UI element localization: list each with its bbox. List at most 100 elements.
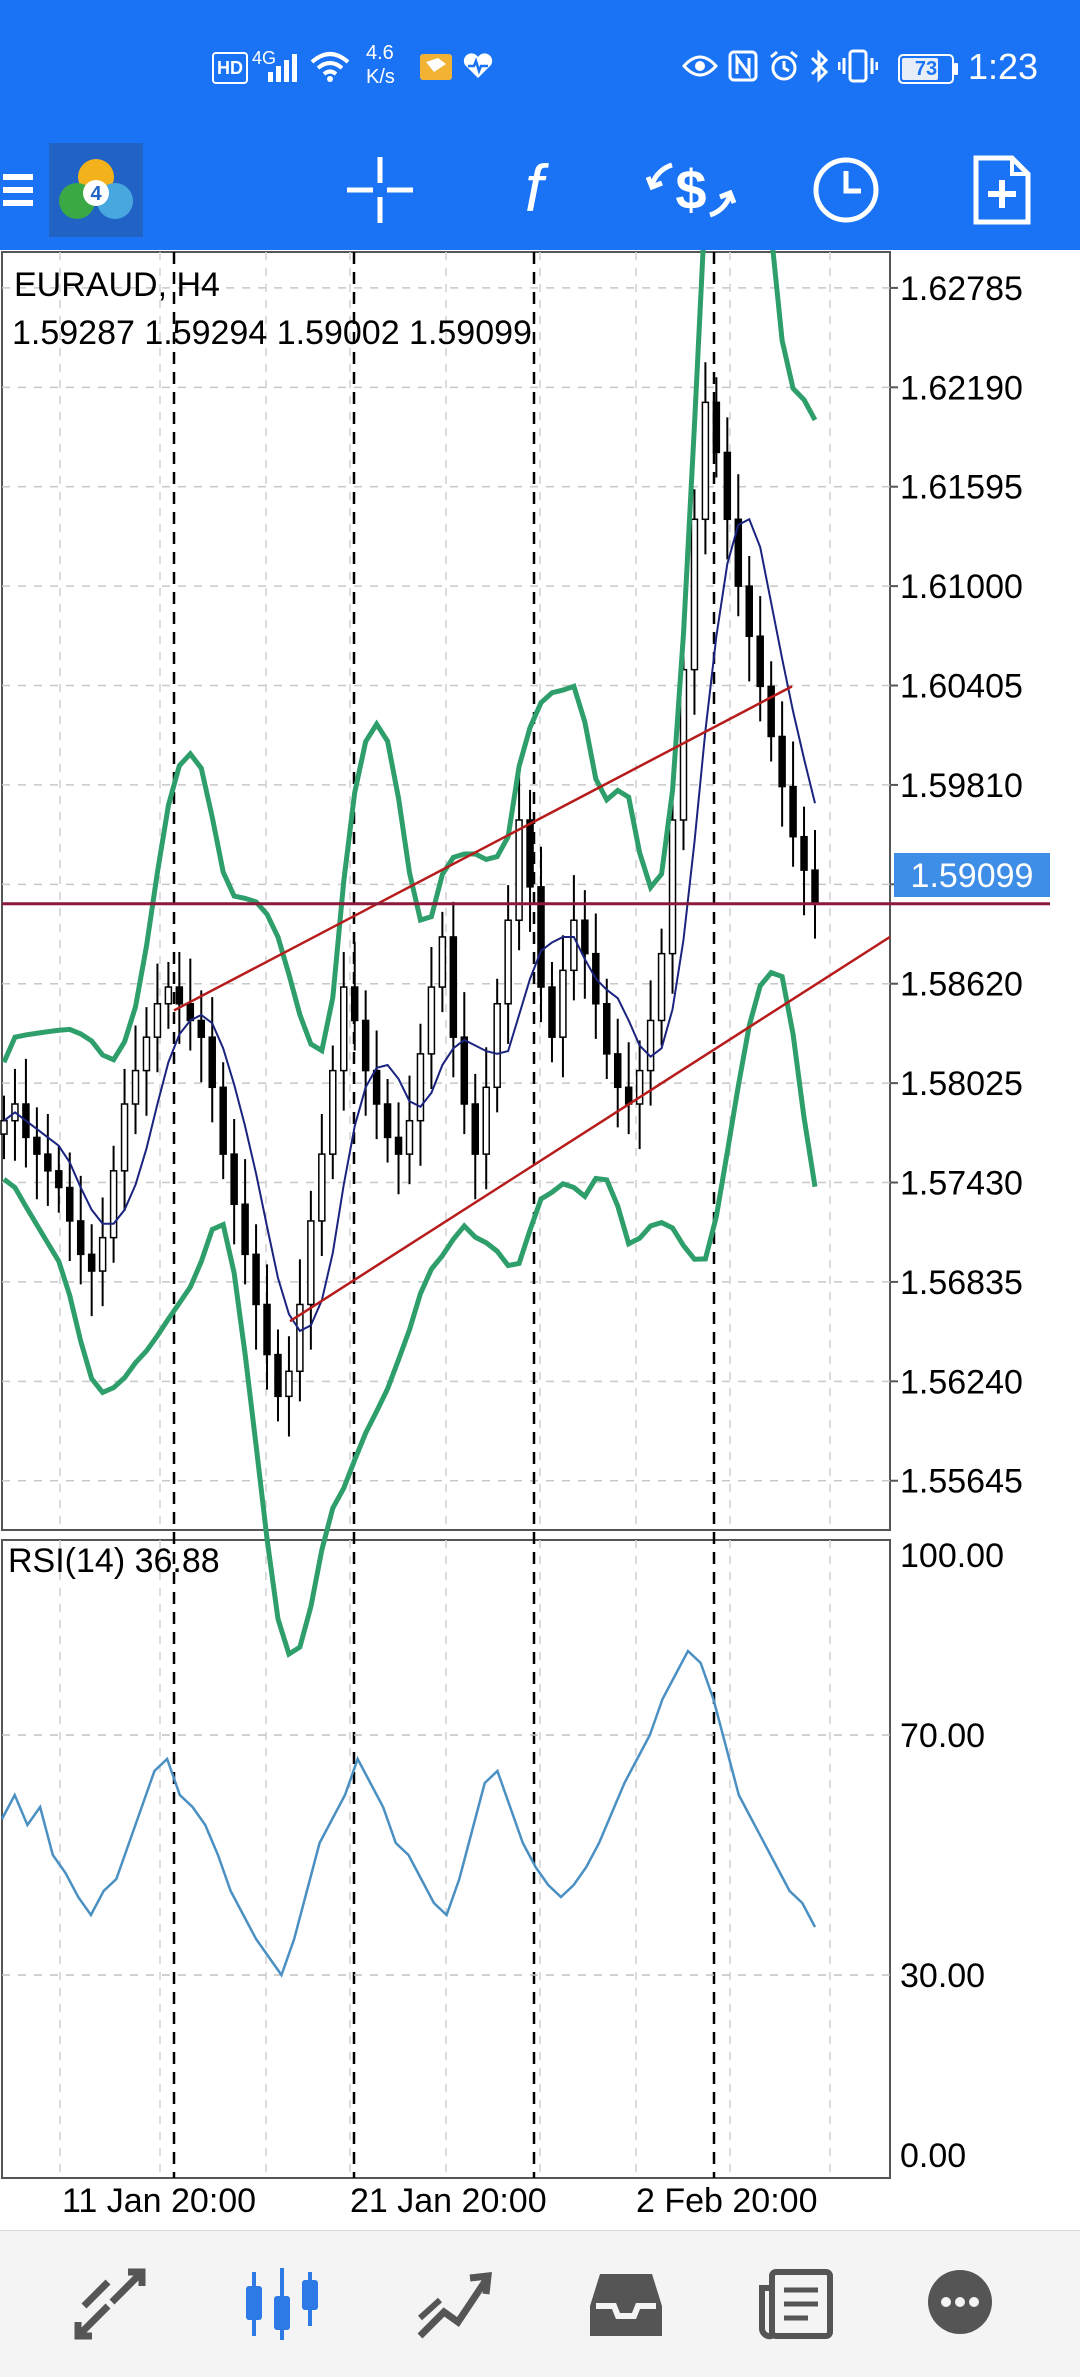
rsi-panel	[0, 1648, 817, 1978]
date-label: 11 Jan 20:00	[62, 2182, 256, 2220]
candle-body	[131, 1069, 140, 1105]
candle-body	[120, 1103, 129, 1172]
nfc-icon	[728, 50, 758, 82]
rsi-line	[0, 1648, 817, 1978]
candle-body	[657, 952, 666, 1022]
menu-button[interactable]	[0, 130, 40, 250]
price-tick-label: 1.58620	[900, 966, 1023, 1004]
price-tick-label: 1.62190	[900, 369, 1023, 407]
quotes-icon	[74, 2268, 146, 2340]
candle-body	[164, 986, 173, 1005]
candle-body	[493, 1003, 501, 1089]
new-object-icon	[973, 155, 1031, 225]
battery-icon: 73	[898, 54, 958, 84]
moving-average-line	[3, 517, 816, 1333]
rsi-label: RSI(14) 36.88	[8, 1542, 220, 1580]
candle-body	[526, 819, 534, 888]
candle-body	[482, 1086, 490, 1155]
candle-body	[219, 1086, 227, 1155]
svg-text:4: 4	[90, 183, 102, 205]
candle-body	[613, 1053, 622, 1089]
date-label: 21 Jan 20:00	[350, 2182, 547, 2220]
candle-body	[109, 1170, 118, 1239]
nav-messages[interactable]	[890, 2231, 1030, 2377]
svg-text:$: $	[675, 158, 706, 221]
candle-body	[789, 785, 797, 838]
candle-body	[66, 1186, 74, 1222]
menu-icon	[3, 174, 33, 206]
candle-body	[800, 835, 808, 871]
candle-body	[581, 919, 589, 955]
metatrader-logo-button[interactable]: 4	[48, 130, 144, 250]
crosshair-button[interactable]	[330, 130, 430, 250]
candle-body	[559, 969, 567, 1038]
health-icon	[463, 53, 493, 78]
candle-body	[646, 1019, 655, 1072]
rsi-panel-frame	[1, 1539, 891, 2179]
inbox-icon	[590, 2274, 662, 2336]
candle-body	[515, 819, 523, 921]
indicators-button[interactable]: f	[484, 130, 584, 250]
bluetooth-icon	[810, 49, 829, 83]
bollinger-lower-band	[2, 969, 818, 1658]
candle-body	[339, 986, 348, 1072]
candle-body	[548, 986, 556, 1038]
nav-trade[interactable]	[384, 2231, 524, 2377]
candle-body	[296, 1303, 304, 1373]
trendline-lower	[289, 935, 891, 1323]
timeframe-button[interactable]	[796, 130, 896, 250]
candle-body	[778, 735, 786, 788]
candle-body	[230, 1153, 238, 1205]
axes: 1.62785 1.62190 1.61595 1.61000 1.60405 1.598…	[62, 270, 1023, 2220]
trade-button[interactable]: $	[636, 130, 746, 250]
price-tick-label: 1.56240	[900, 1363, 1023, 1401]
current-price-badge	[894, 853, 1050, 897]
price-tick-label: 1.60405	[900, 668, 1023, 706]
candle-body	[767, 685, 775, 738]
candle-body	[153, 1003, 162, 1038]
price-tick-label: 1.56835	[900, 1264, 1023, 1302]
nav-chart[interactable]	[212, 2231, 352, 2377]
candle-body	[241, 1203, 249, 1256]
candle-body	[811, 869, 819, 905]
nav-quotes[interactable]	[40, 2231, 180, 2377]
trade-chart-icon	[417, 2272, 492, 2339]
new-object-button[interactable]	[952, 130, 1052, 250]
chart-area[interactable]: 1.62785 1.62190 1.61595 1.61000 1.60405 1.598…	[0, 0, 1080, 2230]
status-bar: HD 4G 4.6 K/s 7	[0, 0, 1080, 130]
candle-body	[98, 1236, 107, 1272]
app-notification-icon	[420, 54, 452, 80]
chart-canvas[interactable]: 1.62785 1.62190 1.61595 1.61000 1.60405 1.598…	[0, 0, 1080, 2230]
candle-body	[449, 936, 458, 1038]
candle-body	[460, 1036, 469, 1105]
hd-badge: HD	[212, 52, 248, 84]
candle-body	[471, 1103, 480, 1155]
candle-body	[350, 986, 359, 1022]
svg-text:f: f	[525, 155, 550, 225]
eye-icon	[682, 55, 718, 77]
candle-body	[712, 401, 721, 454]
candle-body	[285, 1370, 293, 1398]
nav-history[interactable]	[556, 2231, 696, 2377]
nav-news[interactable]	[728, 2231, 868, 2377]
candle-body	[33, 1136, 41, 1155]
grid	[1, 251, 891, 2179]
candle-body	[186, 1003, 195, 1022]
news-icon	[759, 2269, 833, 2340]
candle-body	[416, 1053, 425, 1122]
candle-body	[756, 635, 764, 688]
candle-body	[734, 518, 743, 587]
candlestick-chart-icon	[246, 2268, 318, 2340]
price-tick-label: 1.62785	[900, 270, 1023, 308]
candle-body	[361, 1019, 370, 1072]
vibrate-icon	[838, 49, 878, 83]
rsi-level-label: 30.00	[900, 1957, 985, 1995]
network-speed-unit: K/s	[366, 66, 395, 88]
candle-body	[76, 1220, 85, 1256]
candle-body	[723, 451, 732, 521]
crosshair-icon	[347, 157, 413, 223]
candle-body	[383, 1103, 392, 1139]
price-tick-label: 1.55645	[900, 1463, 1023, 1501]
candle-body	[208, 1036, 216, 1089]
candle-body	[690, 518, 699, 671]
